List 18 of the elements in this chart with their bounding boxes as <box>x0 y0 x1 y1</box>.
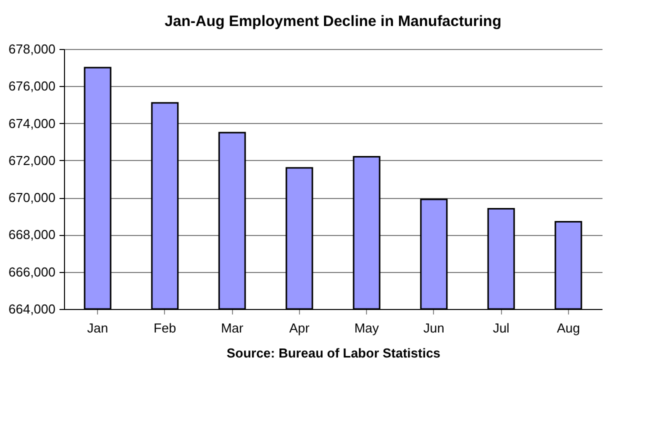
x-tick-label: Jul <box>492 320 510 336</box>
y-tick-label: 670,000 <box>8 190 56 206</box>
y-tick-label: 678,000 <box>8 42 56 56</box>
y-tick-label: 668,000 <box>8 227 56 242</box>
x-tick-label: Jan <box>87 320 108 336</box>
y-tick-label: 676,000 <box>8 78 56 94</box>
x-tick-label: Apr <box>289 320 310 336</box>
y-tick-label: 666,000 <box>8 264 56 280</box>
y-tick-label: 674,000 <box>8 116 56 131</box>
y-tick-label: 664,000 <box>8 302 56 316</box>
x-tick-label: Feb <box>154 320 176 336</box>
x-tick-label: Aug <box>556 320 580 336</box>
y-tick-label: 672,000 <box>8 152 56 168</box>
chart-title: Jan-Aug Employment Decline in Manufacturing <box>164 13 502 30</box>
source-note: Source: Bureau of Labor Statistics <box>226 346 440 360</box>
x-tick-label: Mar <box>220 320 244 336</box>
x-tick-label: Jun <box>423 320 444 336</box>
x-tick-label: May <box>354 320 380 336</box>
